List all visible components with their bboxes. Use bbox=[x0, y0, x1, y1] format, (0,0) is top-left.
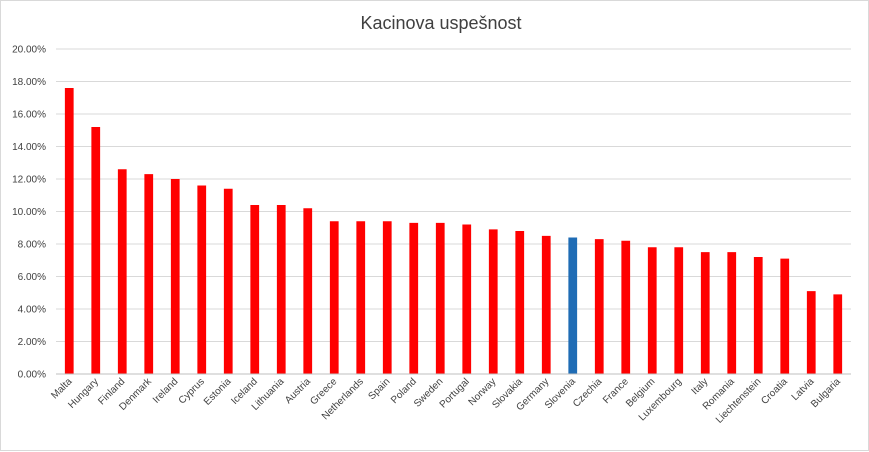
gridlines bbox=[56, 48, 851, 342]
x-tick-label: Croatia bbox=[759, 376, 790, 407]
x-tick-label: Cyprus bbox=[177, 376, 207, 406]
bar-latvia bbox=[806, 291, 816, 374]
y-tick-label: 16.00% bbox=[12, 110, 46, 121]
y-tick-label: 4.00% bbox=[18, 305, 46, 316]
x-tick-label: Estonia bbox=[202, 376, 234, 408]
bar-croatia bbox=[780, 258, 790, 374]
x-tick-label: Ireland bbox=[151, 376, 180, 405]
y-tick-label: 10.00% bbox=[12, 207, 46, 218]
bar-germany bbox=[541, 235, 551, 374]
y-tick-label: 6.00% bbox=[18, 272, 46, 283]
x-tick-label: Austria bbox=[283, 376, 313, 406]
bar-portugal bbox=[462, 224, 472, 374]
y-tick-label: 20.00% bbox=[12, 45, 46, 56]
bar-bulgaria bbox=[833, 294, 843, 374]
bar-netherlands bbox=[356, 221, 366, 374]
y-tick-label: 2.00% bbox=[18, 337, 46, 348]
x-tick-label: Italy bbox=[690, 376, 711, 397]
y-tick-label: 12.00% bbox=[12, 175, 46, 186]
y-tick-label: 0.00% bbox=[18, 370, 46, 381]
bar-spain bbox=[382, 221, 392, 374]
bar-finland bbox=[117, 169, 127, 374]
bar-norway bbox=[488, 229, 498, 374]
y-axis-ticks: 0.00% 2.00% 4.00% 6.00% 8.00% 10.00% 12.00% 14.… bbox=[12, 45, 46, 381]
bar-denmark bbox=[144, 174, 154, 374]
y-tick-label: 8.00% bbox=[18, 240, 46, 251]
bar-hungary bbox=[91, 127, 101, 374]
bar-austria bbox=[303, 208, 313, 374]
bar-slovenia bbox=[568, 237, 578, 374]
bar-cyprus bbox=[197, 185, 207, 374]
bar-lithuania bbox=[276, 205, 286, 374]
x-tick-label: Portugal bbox=[438, 376, 472, 410]
y-tick-label: 18.00% bbox=[12, 77, 46, 88]
bar-estonia bbox=[223, 188, 233, 374]
bar-iceland bbox=[250, 205, 260, 374]
bars bbox=[64, 88, 843, 374]
bar-liechtenstein bbox=[753, 257, 763, 374]
x-tick-label: Czechia bbox=[571, 376, 605, 410]
bar-romania bbox=[727, 252, 737, 374]
bar-greece bbox=[329, 221, 339, 374]
bar-france bbox=[621, 240, 631, 374]
chart-title: Kacinova uspešnost bbox=[360, 13, 521, 33]
bar-italy bbox=[700, 252, 710, 374]
x-axis-ticks: MaltaHungaryFinlandDenmarkIrelandCyprusE… bbox=[49, 376, 843, 426]
bar-slovakia bbox=[515, 231, 525, 374]
bar-belgium bbox=[647, 247, 657, 374]
y-tick-label: 14.00% bbox=[12, 142, 46, 153]
bar-malta bbox=[64, 88, 74, 374]
x-tick-label: Bulgaria bbox=[809, 376, 843, 410]
bar-luxembourg bbox=[674, 247, 684, 374]
bar-czechia bbox=[594, 239, 604, 374]
bar-ireland bbox=[170, 179, 180, 374]
bar-sweden bbox=[435, 222, 445, 374]
bar-poland bbox=[409, 222, 419, 374]
